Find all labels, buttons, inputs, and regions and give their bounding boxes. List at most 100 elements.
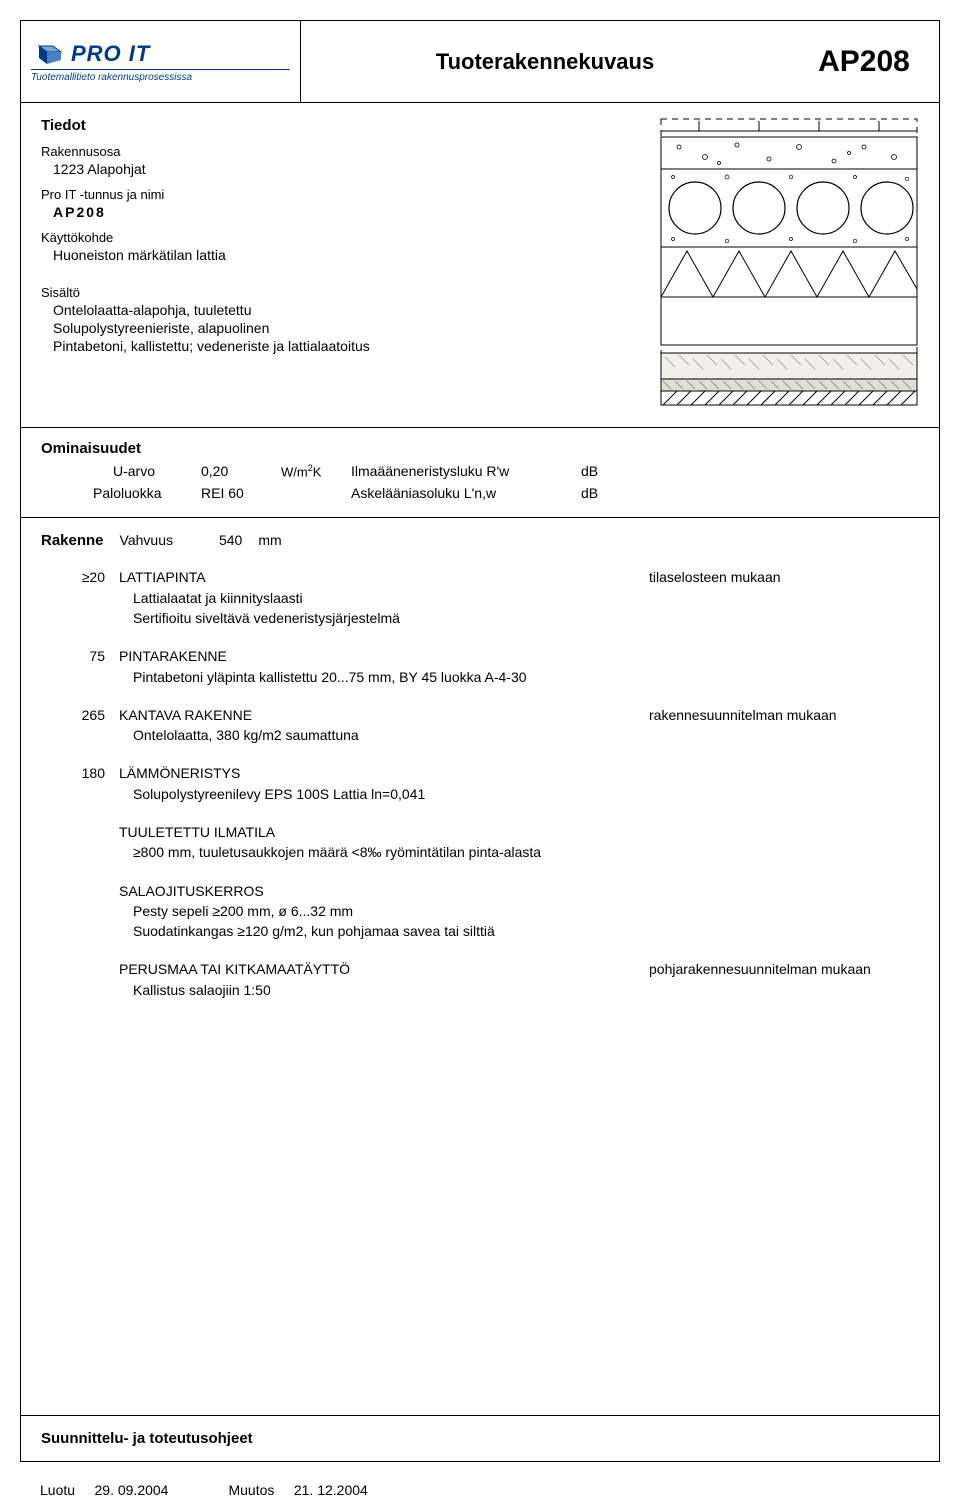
layer-title-line: LATTIAPINTAtilaselosteen mukaan [119,567,919,587]
sisalto-line-0: Ontelolaatta-alapohja, tuuletettu [53,302,619,318]
layer-body: TUULETETTU ILMATILA≥800 mm, tuuletusaukk… [119,822,919,863]
layer-row: SALAOJITUSKERROSPesty sepeli ≥200 mm, ø … [41,881,919,942]
rakenne-heading: Rakenne [41,532,104,549]
rakenne-head: Rakenne Vahvuus 540 mm [41,532,919,549]
layer-title-line: PERUSMAA TAI KITKAMAA­TÄYTTÖpohjarakenne… [119,959,919,979]
layer-title-line: PINTARAKENNE [119,646,919,666]
palo-label: Paloluokka [41,485,201,501]
logo-top: PRO IT [31,41,290,67]
sisalto-block: Sisältö Ontelolaatta-alapohja, tuuletett… [41,285,619,354]
layer-desc: Ontelolaatta, 380 kg/m2 saumattuna [133,725,919,745]
layer-body: LATTIAPINTAtilaselosteen mukaanLattialaa… [119,567,919,628]
title-cell: Tuoterakennekuvaus [301,21,789,102]
vahvuus-label: Vahvuus [120,532,173,548]
rakennusosa-label: Rakennusosa [41,144,619,159]
layer-desc: Solupolystyreenilevy EPS 100S Lattia ln=… [133,784,919,804]
layer-title: SALAOJITUSKERROS [119,881,639,901]
layer-thickness: 265 [41,705,119,746]
uarvo-unit: W/m2K [281,463,351,479]
layer-desc: Pintabetoni yläpinta kallistettu 20...75… [133,667,919,687]
logo-cube-icon [31,42,65,66]
ilma-label: Ilmaääneneristysluku R'w [351,463,581,479]
layer-desc: Kallistus salaojiin 1:50 [133,980,919,1000]
layer-body: PINTARAKENNEPintabetoni yläpinta kallist… [119,646,919,687]
luotu-label: Luotu [40,1482,75,1498]
ominaisuudet-block: Ominaisuudet U-arvo 0,20 W/m2K Ilmaäänen… [21,428,939,518]
muutos-label: Muutos [228,1482,274,1498]
layer-title: LÄMMÖNERISTYS [119,763,639,783]
layer-row: ≥20LATTIAPINTAtilaselosteen mukaanLattia… [41,567,919,628]
layer-title: PINTARAKENNE [119,646,639,666]
muutos-value: 21. 12.2004 [294,1482,368,1498]
info-row: Tiedot Rakennusosa 1223 Alapohjat Pro IT… [21,103,939,428]
muutos-group: Muutos 21. 12.2004 [228,1482,367,1498]
kayttokohde-value: Huoneiston märkätilan lattia [53,247,619,263]
layer-title: KANTAVA RAKENNE [119,705,639,725]
layer-row: 75PINTARAKENNEPintabetoni yläpinta kalli… [41,646,919,687]
layer-row: 180LÄMMÖNERISTYSSolupolystyreenilevy EPS… [41,763,919,804]
document-title: Tuoterakennekuvaus [436,49,654,75]
layer-thickness [41,822,119,863]
layer-title: PERUSMAA TAI KITKAMAA­TÄYTTÖ [119,959,639,979]
layer-note: tilaselosteen mukaan [639,567,919,587]
askel-label: Askelääniasoluku L'n,w [351,485,581,501]
layer-title: TUULETETTU ILMATILA [119,822,639,842]
layer-desc: ≥800 mm, tuuletusaukkojen määrä <8‰ ryöm… [133,842,919,862]
layer-note: rakennesuunnitelman mukaan [639,705,919,725]
page-frame: PRO IT Tuotemallitieto rakennusprosessis… [20,20,940,1462]
bottom-dates: Luotu 29. 09.2004 Muutos 21. 12.2004 [40,1482,368,1498]
layer-title: LATTIAPINTA [119,567,639,587]
layer-thickness: 180 [41,763,119,804]
layer-note [639,881,919,901]
uarvo-label: U-arvo [41,463,201,479]
layer-desc: Pesty sepeli ≥200 mm, ø 6...32 mm [133,901,919,921]
luotu-value: 29. 09.2004 [95,1482,169,1498]
footer-heading: Suunnittelu- ja toteutusohjeet [41,1430,253,1447]
layer-title-line: TUULETETTU ILMATILA [119,822,919,842]
rakenne-block: Rakenne Vahvuus 540 mm ≥20LATTIAPINTAtil… [21,518,939,1020]
layers-container: ≥20LATTIAPINTAtilaselosteen mukaanLattia… [41,567,919,1000]
footer-row: Suunnittelu- ja toteutusohjeet [21,1415,939,1461]
proit-value: AP208 [53,204,619,220]
tiedot-heading: Tiedot [41,117,619,134]
layer-thickness: 75 [41,646,119,687]
layer-row: PERUSMAA TAI KITKAMAA­TÄYTTÖpohjarakenne… [41,959,919,1000]
layer-thickness [41,959,119,1000]
section-diagram [659,117,919,407]
logo-cell: PRO IT Tuotemallitieto rakennusprosessis… [21,21,301,102]
prop-line-palo: Paloluokka REI 60 Askelääniasoluku L'n,w… [41,485,919,501]
askel-unit: dB [581,485,641,501]
layer-thickness [41,881,119,942]
rakennusosa-value: 1223 Alapohjat [53,161,619,177]
logo-tagline: Tuotemallitieto rakennusprosessissa [31,69,290,83]
layer-row: 265KANTAVA RAKENNErakennesuunnitelman mu… [41,705,919,746]
layer-title-line: SALAOJITUSKERROS [119,881,919,901]
sisalto-label: Sisältö [41,285,619,300]
layer-body: KANTAVA RAKENNErakennesuunnitelman mukaa… [119,705,919,746]
sisalto-line-1: Solupolystyreenieriste, alapuolinen [53,320,619,336]
proit-label: Pro IT -tunnus ja nimi [41,187,619,202]
vahvuus-value: 540 [219,532,242,548]
code-cell: AP208 [789,21,939,102]
luotu-group: Luotu 29. 09.2004 [40,1482,168,1498]
tiedot-block: Tiedot Rakennusosa 1223 Alapohjat Pro IT… [21,103,639,427]
layer-row: TUULETETTU ILMATILA≥800 mm, tuuletusaukk… [41,822,919,863]
layer-note [639,763,919,783]
layer-title-line: LÄMMÖNERISTYS [119,763,919,783]
layer-note: pohjarakennesuunnitelman mukaan [639,959,919,979]
layer-body: SALAOJITUSKERROSPesty sepeli ≥200 mm, ø … [119,881,919,942]
ilma-unit: dB [581,463,641,479]
sisalto-line-2: Pintabetoni, kallistettu; vedeneriste ja… [53,338,619,354]
layer-body: LÄMMÖNERISTYSSolupolystyreenilevy EPS 10… [119,763,919,804]
layer-desc: Lattialaatat ja kiinnityslaasti [133,588,919,608]
layer-note [639,646,919,666]
layer-desc: Sertifioitu siveltävä vedeneristysjärjes… [133,608,919,628]
prop-line-uarvo: U-arvo 0,20 W/m2K Ilmaääneneristysluku R… [41,463,919,479]
layer-thickness: ≥20 [41,567,119,628]
palo-value: REI 60 [201,485,281,501]
vahvuus-unit: mm [258,532,281,548]
layer-note [639,822,919,842]
diagram-cell [639,103,939,427]
layer-title-line: KANTAVA RAKENNErakennesuunnitelman mukaa… [119,705,919,725]
logo-text: PRO IT [71,41,150,67]
